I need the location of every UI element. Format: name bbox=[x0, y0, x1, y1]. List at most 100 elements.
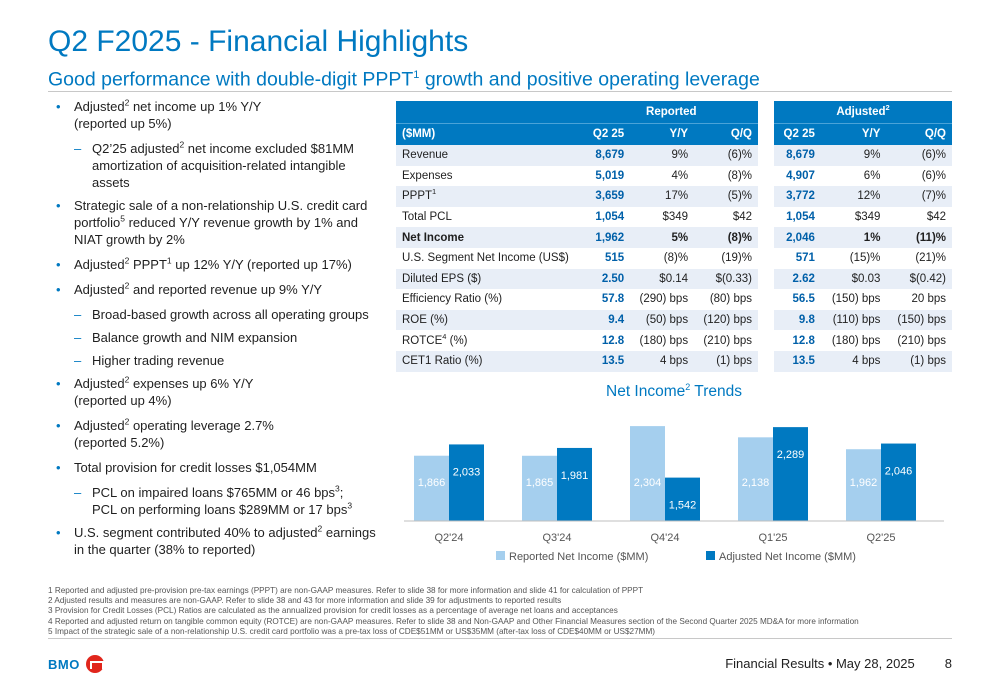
col-header: Q/Q bbox=[694, 122, 758, 145]
col-header: Y/Y bbox=[820, 122, 887, 145]
table-cell: 9% bbox=[820, 145, 887, 166]
table-cell: (6)% bbox=[694, 145, 758, 166]
adjusted-header: Adjusted2 bbox=[774, 101, 952, 123]
bar-adjusted bbox=[773, 427, 808, 521]
table-row: U.S. Segment Net Income (US$) 515 (8)% (19)… bbox=[396, 247, 758, 269]
legend-label: Adjusted Net Income ($MM) bbox=[719, 551, 856, 563]
table-cell: 1% bbox=[820, 227, 887, 248]
bullet-item: Adjusted2 expenses up 6% Y/Y(reported up… bbox=[54, 375, 384, 409]
table-cell: 13.5 bbox=[584, 350, 631, 372]
table-cell: 5% bbox=[630, 227, 695, 248]
table-cell: 56.5 bbox=[774, 289, 821, 310]
table-cell: 3,772 bbox=[774, 186, 821, 207]
table-cell: (11)% bbox=[886, 227, 952, 248]
table-cell: 20 bps bbox=[886, 289, 952, 310]
row-label: U.S. Segment Net Income (US$) bbox=[396, 247, 585, 269]
bmo-roundel-icon bbox=[85, 655, 104, 673]
data-label: 2,046 bbox=[885, 466, 913, 478]
table-row: Revenue 8,679 9% (6)% bbox=[396, 145, 758, 166]
table-row: 571 (15)% (21)% bbox=[774, 247, 952, 269]
footer-text: Financial Results • May 28, 2025 bbox=[725, 656, 915, 671]
page-number: 8 bbox=[944, 656, 952, 671]
logo-text: BMO bbox=[48, 656, 80, 672]
data-label: 2,033 bbox=[453, 466, 481, 478]
data-label: 1,981 bbox=[561, 470, 589, 482]
table-cell: 4 bps bbox=[630, 350, 695, 372]
table-cell: (5)% bbox=[694, 186, 758, 207]
reported-header: Reported bbox=[584, 101, 758, 123]
legend-swatch bbox=[706, 551, 715, 560]
bar-reported bbox=[630, 426, 665, 521]
table-cell: 6% bbox=[820, 165, 887, 187]
table-row: 8,679 9% (6)% bbox=[774, 145, 952, 166]
sub-bullet-item: Balance growth and NIM expansion bbox=[54, 329, 384, 346]
bullet-item: U.S. segment contributed 40% to adjusted… bbox=[54, 524, 384, 558]
table-cell: 13.5 bbox=[774, 350, 821, 372]
table-cell: (8)% bbox=[630, 247, 695, 269]
header-divider bbox=[48, 91, 952, 92]
bar-reported bbox=[522, 455, 557, 521]
table-cell: 2,046 bbox=[774, 227, 821, 248]
data-label: 1,962 bbox=[850, 477, 878, 489]
footnote: 4 Reported and adjusted return on tangib… bbox=[48, 616, 859, 626]
table-row: 13.5 4 bps (1) bps bbox=[774, 350, 952, 372]
table-cell: $42 bbox=[694, 206, 758, 228]
table-row: 12.8 (180) bps (210) bps bbox=[774, 330, 952, 351]
table-cell: $0.03 bbox=[820, 268, 887, 290]
table-cell: 9% bbox=[630, 145, 695, 166]
table-cell: 12.8 bbox=[774, 330, 821, 351]
data-label: 2,304 bbox=[634, 477, 662, 489]
data-label: 1,866 bbox=[418, 477, 446, 489]
bar-reported bbox=[846, 449, 881, 521]
table-cell: 1,962 bbox=[584, 227, 631, 248]
table-cell: (8)% bbox=[694, 165, 758, 187]
bar-reported bbox=[738, 437, 773, 521]
bar-adjusted bbox=[665, 477, 700, 521]
footnote: 2 Adjusted results and measures are non-… bbox=[48, 596, 562, 606]
data-label: 1,542 bbox=[669, 500, 697, 512]
net-income-chart: 1,866 2,033 Q2'24 1,865 1,981 Q3'24 2,304 1,542… bbox=[404, 426, 944, 563]
table-cell: 57.8 bbox=[584, 289, 631, 310]
table-row: 2.62 $0.03 $(0.42) bbox=[774, 268, 952, 290]
table-row: CET1 Ratio (%) 13.5 4 bps (1) bps bbox=[396, 350, 758, 372]
table-row: 4,907 6% (6)% bbox=[774, 165, 952, 187]
table-cell: 8,679 bbox=[584, 145, 631, 166]
bar-adjusted bbox=[881, 443, 916, 521]
row-label: Diluted EPS ($) bbox=[396, 268, 585, 290]
x-tick-label: Q4'24 bbox=[650, 532, 679, 544]
footnote: 5 Impact of the strategic sale of a non-… bbox=[48, 626, 656, 636]
bar-adjusted bbox=[449, 444, 484, 521]
bmo-logo: BMO bbox=[48, 655, 104, 673]
table-cell: (120) bps bbox=[694, 309, 758, 331]
table-cell: (21)% bbox=[886, 247, 952, 269]
footnotes: 1 Reported and adjusted pre-provision pr… bbox=[48, 586, 859, 637]
sub-bullet-item: Broad-based growth across all operating … bbox=[54, 306, 384, 323]
data-label: 2,138 bbox=[742, 477, 770, 489]
table-row: 9.8 (110) bps (150) bps bbox=[774, 309, 952, 331]
col-header: Q/Q bbox=[886, 122, 952, 145]
table-cell: (1) bps bbox=[694, 350, 758, 372]
footer: Financial Results • May 28, 2025 8 bbox=[725, 656, 952, 671]
table-cell: 5,019 bbox=[584, 165, 631, 187]
table-cell: (180) bps bbox=[630, 330, 695, 351]
table-cell: $42 bbox=[886, 206, 952, 228]
footnote: 3 Provision for Credit Losses (PCL) Rati… bbox=[48, 606, 618, 616]
table-cell: 571 bbox=[774, 247, 821, 269]
table-row: Efficiency Ratio (%) 57.8 (290) bps (80) bp… bbox=[396, 289, 758, 310]
table-cell: 3,659 bbox=[584, 186, 631, 207]
bar-adjusted bbox=[557, 447, 592, 521]
table-row: Expenses 5,019 4% (8)% bbox=[396, 165, 758, 187]
bullet-item: Adjusted2 operating leverage 2.7%(report… bbox=[54, 417, 384, 451]
table-cell: 8,679 bbox=[774, 145, 821, 166]
table-cell: 515 bbox=[584, 247, 631, 269]
unit-label: ($MM) bbox=[396, 122, 585, 145]
row-label: Expenses bbox=[396, 165, 585, 187]
table-cell: 12.8 bbox=[584, 330, 631, 351]
table-cell: (80) bps bbox=[694, 289, 758, 310]
data-label: 2,289 bbox=[777, 449, 805, 461]
bullet-item: Adjusted2 PPPT1 up 12% Y/Y (reported up … bbox=[54, 256, 384, 273]
legend-swatch bbox=[496, 551, 505, 560]
data-label: 1,865 bbox=[526, 477, 554, 489]
page-subtitle: Good performance with double-digit PPPT1… bbox=[48, 68, 760, 91]
table-cell: 9.4 bbox=[584, 309, 631, 331]
